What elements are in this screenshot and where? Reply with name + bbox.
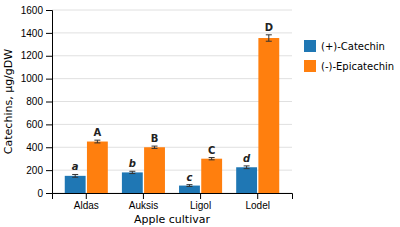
y-tick-mark (46, 170, 52, 171)
y-tick-mark (46, 33, 52, 34)
legend-item: (-)-Epicatechin (304, 60, 394, 72)
legend-swatch (304, 40, 316, 52)
y-tick: 200 (26, 165, 52, 176)
x-tick: Auksis (129, 193, 158, 211)
y-tick: 0 (37, 188, 52, 199)
x-tick-mark (257, 193, 258, 199)
grid-line (52, 124, 292, 125)
bar-letter: b (129, 158, 136, 169)
error-bar (266, 35, 272, 41)
y-tick-label: 800 (26, 96, 43, 107)
grid-line (52, 101, 292, 102)
y-tick: 400 (26, 142, 52, 153)
bar (258, 38, 279, 193)
bar-letter: C (208, 145, 215, 156)
bar-letter: D (265, 22, 273, 33)
y-tick-mark (46, 56, 52, 57)
legend-label: (-)-Epicatechin (321, 61, 394, 72)
y-tick-mark (46, 124, 52, 125)
y-tick-label: 0 (37, 188, 43, 199)
error-bar (129, 171, 135, 173)
y-tick-label: 1200 (21, 50, 44, 61)
error-bar (186, 185, 192, 187)
x-tick-label: Auksis (129, 200, 158, 211)
y-tick-label: 200 (26, 165, 43, 176)
bar-letter: a (72, 161, 79, 172)
x-tick-label: Lodel (245, 200, 269, 211)
bar (65, 176, 86, 193)
bar (179, 186, 200, 193)
grid (52, 10, 292, 193)
y-tick-mark (46, 10, 52, 11)
error-bar (209, 158, 215, 160)
error-bar (244, 166, 250, 169)
bar-letter: A (94, 127, 102, 138)
y-tick: 1000 (21, 73, 52, 84)
error-bar (152, 146, 158, 148)
error-bar (94, 140, 100, 143)
y-tick-label: 1600 (21, 5, 44, 16)
y-tick-mark (46, 147, 52, 148)
y-tick: 800 (26, 96, 52, 107)
x-axis-title: Apple cultivar (134, 213, 211, 226)
bar-letters: a b c d A B C D (72, 22, 273, 183)
x-tick-label: Ligol (190, 200, 211, 211)
y-axis-line (46, 11, 53, 194)
x-axis: Aldas Auksis Ligol Lodel (53, 193, 293, 211)
y-tick: 1200 (21, 50, 52, 61)
bar (144, 147, 165, 193)
chart: 0 200 400 600 800 1000 1200 1400 1600 Aldas Auksis… (0, 0, 400, 227)
legend: (+)-Catechin (-)-Epicatechin (304, 40, 394, 72)
x-tick-mark (143, 193, 144, 199)
y-tick-label: 1400 (21, 28, 44, 39)
y-tick: 1600 (21, 5, 52, 16)
legend-item: (+)-Catechin (304, 40, 385, 52)
bar-letter: d (243, 153, 251, 164)
bar (236, 167, 257, 193)
y-tick-label: 1000 (21, 73, 44, 84)
legend-label: (+)-Catechin (321, 41, 385, 52)
legend-swatch (304, 60, 316, 72)
marks (65, 35, 279, 193)
x-tick-mark (200, 193, 201, 199)
plot: 0 200 400 600 800 1000 1200 1400 1600 Aldas Auksis… (21, 5, 293, 211)
y-tick-mark (46, 102, 52, 103)
x-tick: Ligol (190, 193, 211, 211)
x-tick: Lodel (245, 193, 269, 211)
grid-line (52, 78, 292, 79)
bar (201, 159, 222, 193)
y-axis-title: Catechins, µg/gDW (2, 49, 15, 154)
x-tick: Aldas (74, 193, 99, 211)
bar (122, 172, 143, 193)
y-axis: 0 200 400 600 800 1000 1200 1400 1600 (21, 5, 53, 199)
grid-line (52, 32, 292, 33)
bar (87, 142, 108, 193)
bar-letter: B (151, 133, 159, 144)
y-tick-mark (46, 193, 52, 194)
y-tick-mark (46, 79, 52, 80)
x-tick-label: Aldas (74, 200, 99, 211)
grid-line (52, 55, 292, 56)
y-tick-label: 600 (26, 119, 43, 130)
series (87, 35, 279, 193)
bar-letter: c (187, 172, 193, 183)
y-tick: 1400 (21, 28, 52, 39)
error-bar (72, 174, 78, 177)
y-tick-label: 400 (26, 142, 43, 153)
grid-line (52, 10, 292, 11)
y-tick: 600 (26, 119, 52, 130)
x-axis-line (53, 194, 293, 200)
x-tick-mark (86, 193, 87, 199)
